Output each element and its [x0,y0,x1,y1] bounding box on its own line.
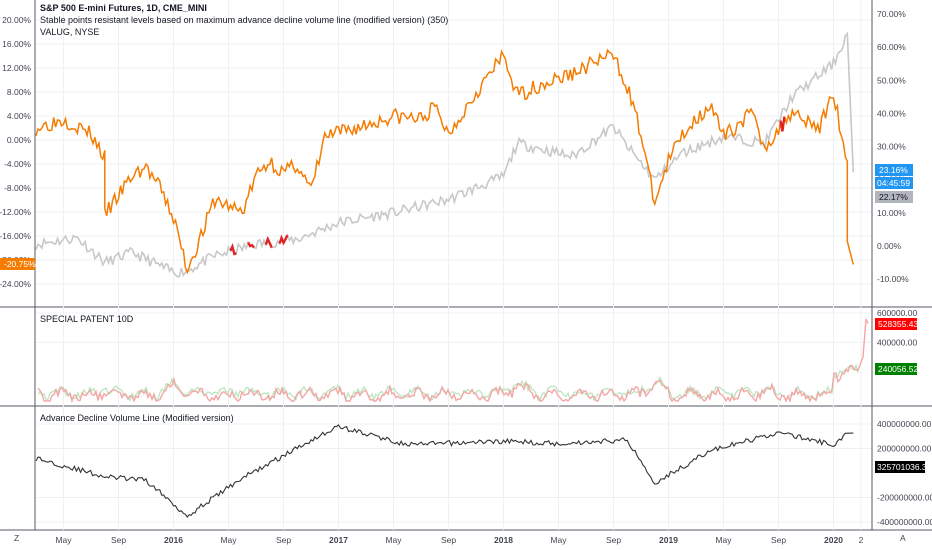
oscillator-pink-line [37,318,869,404]
svg-text:528355.43: 528355.43 [878,319,918,329]
pane2-axis[interactable]: 600000.00 400000.00 [877,308,917,347]
signal-segment [278,234,289,246]
time-tick-label: Sep [771,535,786,545]
svg-text:22.17%: 22.17% [879,192,908,202]
left-tick-label: 8.00% [7,87,32,97]
price-badge-blue: 23.16% [875,164,913,176]
svg-text:23.16%: 23.16% [879,165,908,175]
pane2-label: SPECIAL PATENT 10D [40,314,134,324]
pane2-tick-label: 400000.00 [877,337,917,347]
left-price-axis[interactable]: 20.00% 16.00% 12.00% 8.00% 4.00% 0.00% -4.00% -… [0,15,31,289]
pane3-label: Advance Decline Volume Line (Modified ve… [40,413,234,423]
compare-symbol-label: VALUG, NYSE [40,27,99,37]
signal-segment [229,242,237,256]
left-tick-label: 4.00% [7,111,32,121]
right-tick-label: 30.00% [877,142,906,152]
right-tick-label: 10.00% [877,208,906,218]
right-price-axis[interactable]: 70.00%60.00%50.00%40.00%30.00%20.00%10.0… [877,9,909,284]
right-tick-label: -10.00% [877,274,909,284]
time-tick-label: May [715,535,732,545]
time-tick-label: 2017 [329,535,348,545]
right-tick-label: 50.00% [877,75,906,85]
time-tick-label: May [55,535,72,545]
svg-text:325701036.31: 325701036.31 [877,462,932,472]
pane3-axis[interactable]: 400000000.00 200000000.00 -200000000.00 -40… [877,419,932,527]
signal-segment [247,241,255,249]
indicator-subtitle: Stable points resistant levels based on … [40,15,448,25]
pane-1-frame [0,0,932,531]
left-tick-label: -4.00% [4,159,31,169]
time-tick-label: 2019 [659,535,678,545]
right-tick-label: 60.00% [877,42,906,52]
svg-text:-20.75%: -20.75% [4,259,36,269]
pane3-tick-label: -200000000.00 [877,493,932,503]
left-tick-label: -8.00% [4,183,31,193]
time-tick-label: Sep [276,535,291,545]
right-tick-label: 0.00% [877,241,902,251]
time-tick-label: 2020 [824,535,843,545]
chart-title: S&P 500 E-mini Futures, 1D, CME_MINI [40,3,207,13]
pane3-black-badge: 325701036.31 [875,461,932,473]
time-tick-label: 2016 [164,535,183,545]
left-price-badge: -20.75% [0,258,36,270]
left-tick-label: -12.00% [0,207,31,217]
timezone-button[interactable]: Z [14,533,19,543]
svg-text:04:45:59: 04:45:59 [877,178,910,188]
advance-decline-line [35,424,854,518]
pane3-tick-label: 200000000.00 [877,444,932,454]
time-axis[interactable]: May Sep 2016 May Sep 2017 May Sep 2018 May Sep 2019… [55,535,863,545]
time-tick-label: 2018 [494,535,513,545]
compare-series-line [35,31,855,278]
left-tick-label: 0.00% [7,135,32,145]
pane3-tick-label: 400000000.00 [877,419,932,429]
compare-price-badge: 22.17% [875,191,913,203]
time-tick-label: Sep [606,535,621,545]
auto-scale-button[interactable]: A [900,533,906,543]
time-tick-label: 2 [859,535,864,545]
right-tick-label: 70.00% [877,9,906,19]
left-tick-label: 20.00% [2,15,31,25]
time-tick-label: May [220,535,237,545]
time-tick-label: Sep [441,535,456,545]
pane3-tick-label: -400000000.00 [877,517,932,527]
grid-lines [36,0,871,530]
time-tick-label: Sep [111,535,126,545]
pane2-green-badge: 240056.52 [875,363,918,375]
time-tick-label: May [385,535,402,545]
time-tick-label: May [550,535,567,545]
series-group [35,31,869,518]
right-tick-label: 40.00% [877,108,906,118]
signal-segment [779,116,786,132]
pane2-red-badge: 528355.43 [875,318,918,330]
left-tick-label: 12.00% [2,63,31,73]
left-tick-label: 16.00% [2,39,31,49]
left-tick-label: -24.00% [0,279,31,289]
main-series-line [35,48,855,275]
left-tick-label: -16.00% [0,231,31,241]
countdown-badge: 04:45:59 [875,177,913,189]
signal-segment [264,235,273,249]
svg-text:240056.52: 240056.52 [878,364,918,374]
pane2-tick-label: 600000.00 [877,308,917,318]
